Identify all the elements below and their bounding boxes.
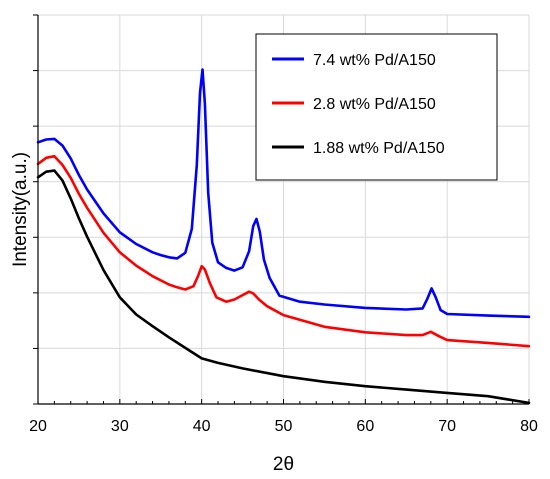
- legend-label: 2.8 wt% Pd/A150: [313, 96, 436, 113]
- legend: 7.4 wt% Pd/A150 2.8 wt% Pd/A150 1.88 wt% P…: [255, 33, 498, 181]
- series-line-2-8-wt-pd-a150: [36, 154, 531, 348]
- x-tick-label: 30: [111, 418, 129, 435]
- x-axis-title: 2θ: [273, 454, 294, 475]
- x-tick-label: 20: [29, 418, 47, 435]
- y-axis-title: Intensity(a.u.): [10, 152, 31, 267]
- legend-label: 7.4 wt% Pd/A150: [313, 52, 436, 69]
- series-line-7-4-wt-pd-a150: [36, 68, 531, 319]
- legend-label: 1.88 wt% Pd/A150: [313, 140, 445, 157]
- x-tick-label: 40: [193, 418, 211, 435]
- x-tick-label: 50: [275, 418, 293, 435]
- x-tick-label: 70: [438, 418, 456, 435]
- series-line-1-88-wt-pd-a150: [36, 169, 531, 405]
- x-tick-label: 80: [520, 418, 538, 435]
- x-tick-label: 60: [356, 418, 374, 435]
- series-lines: [36, 68, 531, 405]
- axes: 20 30 40 50 60 70 80 2θ Intensity(a.u.): [10, 14, 538, 475]
